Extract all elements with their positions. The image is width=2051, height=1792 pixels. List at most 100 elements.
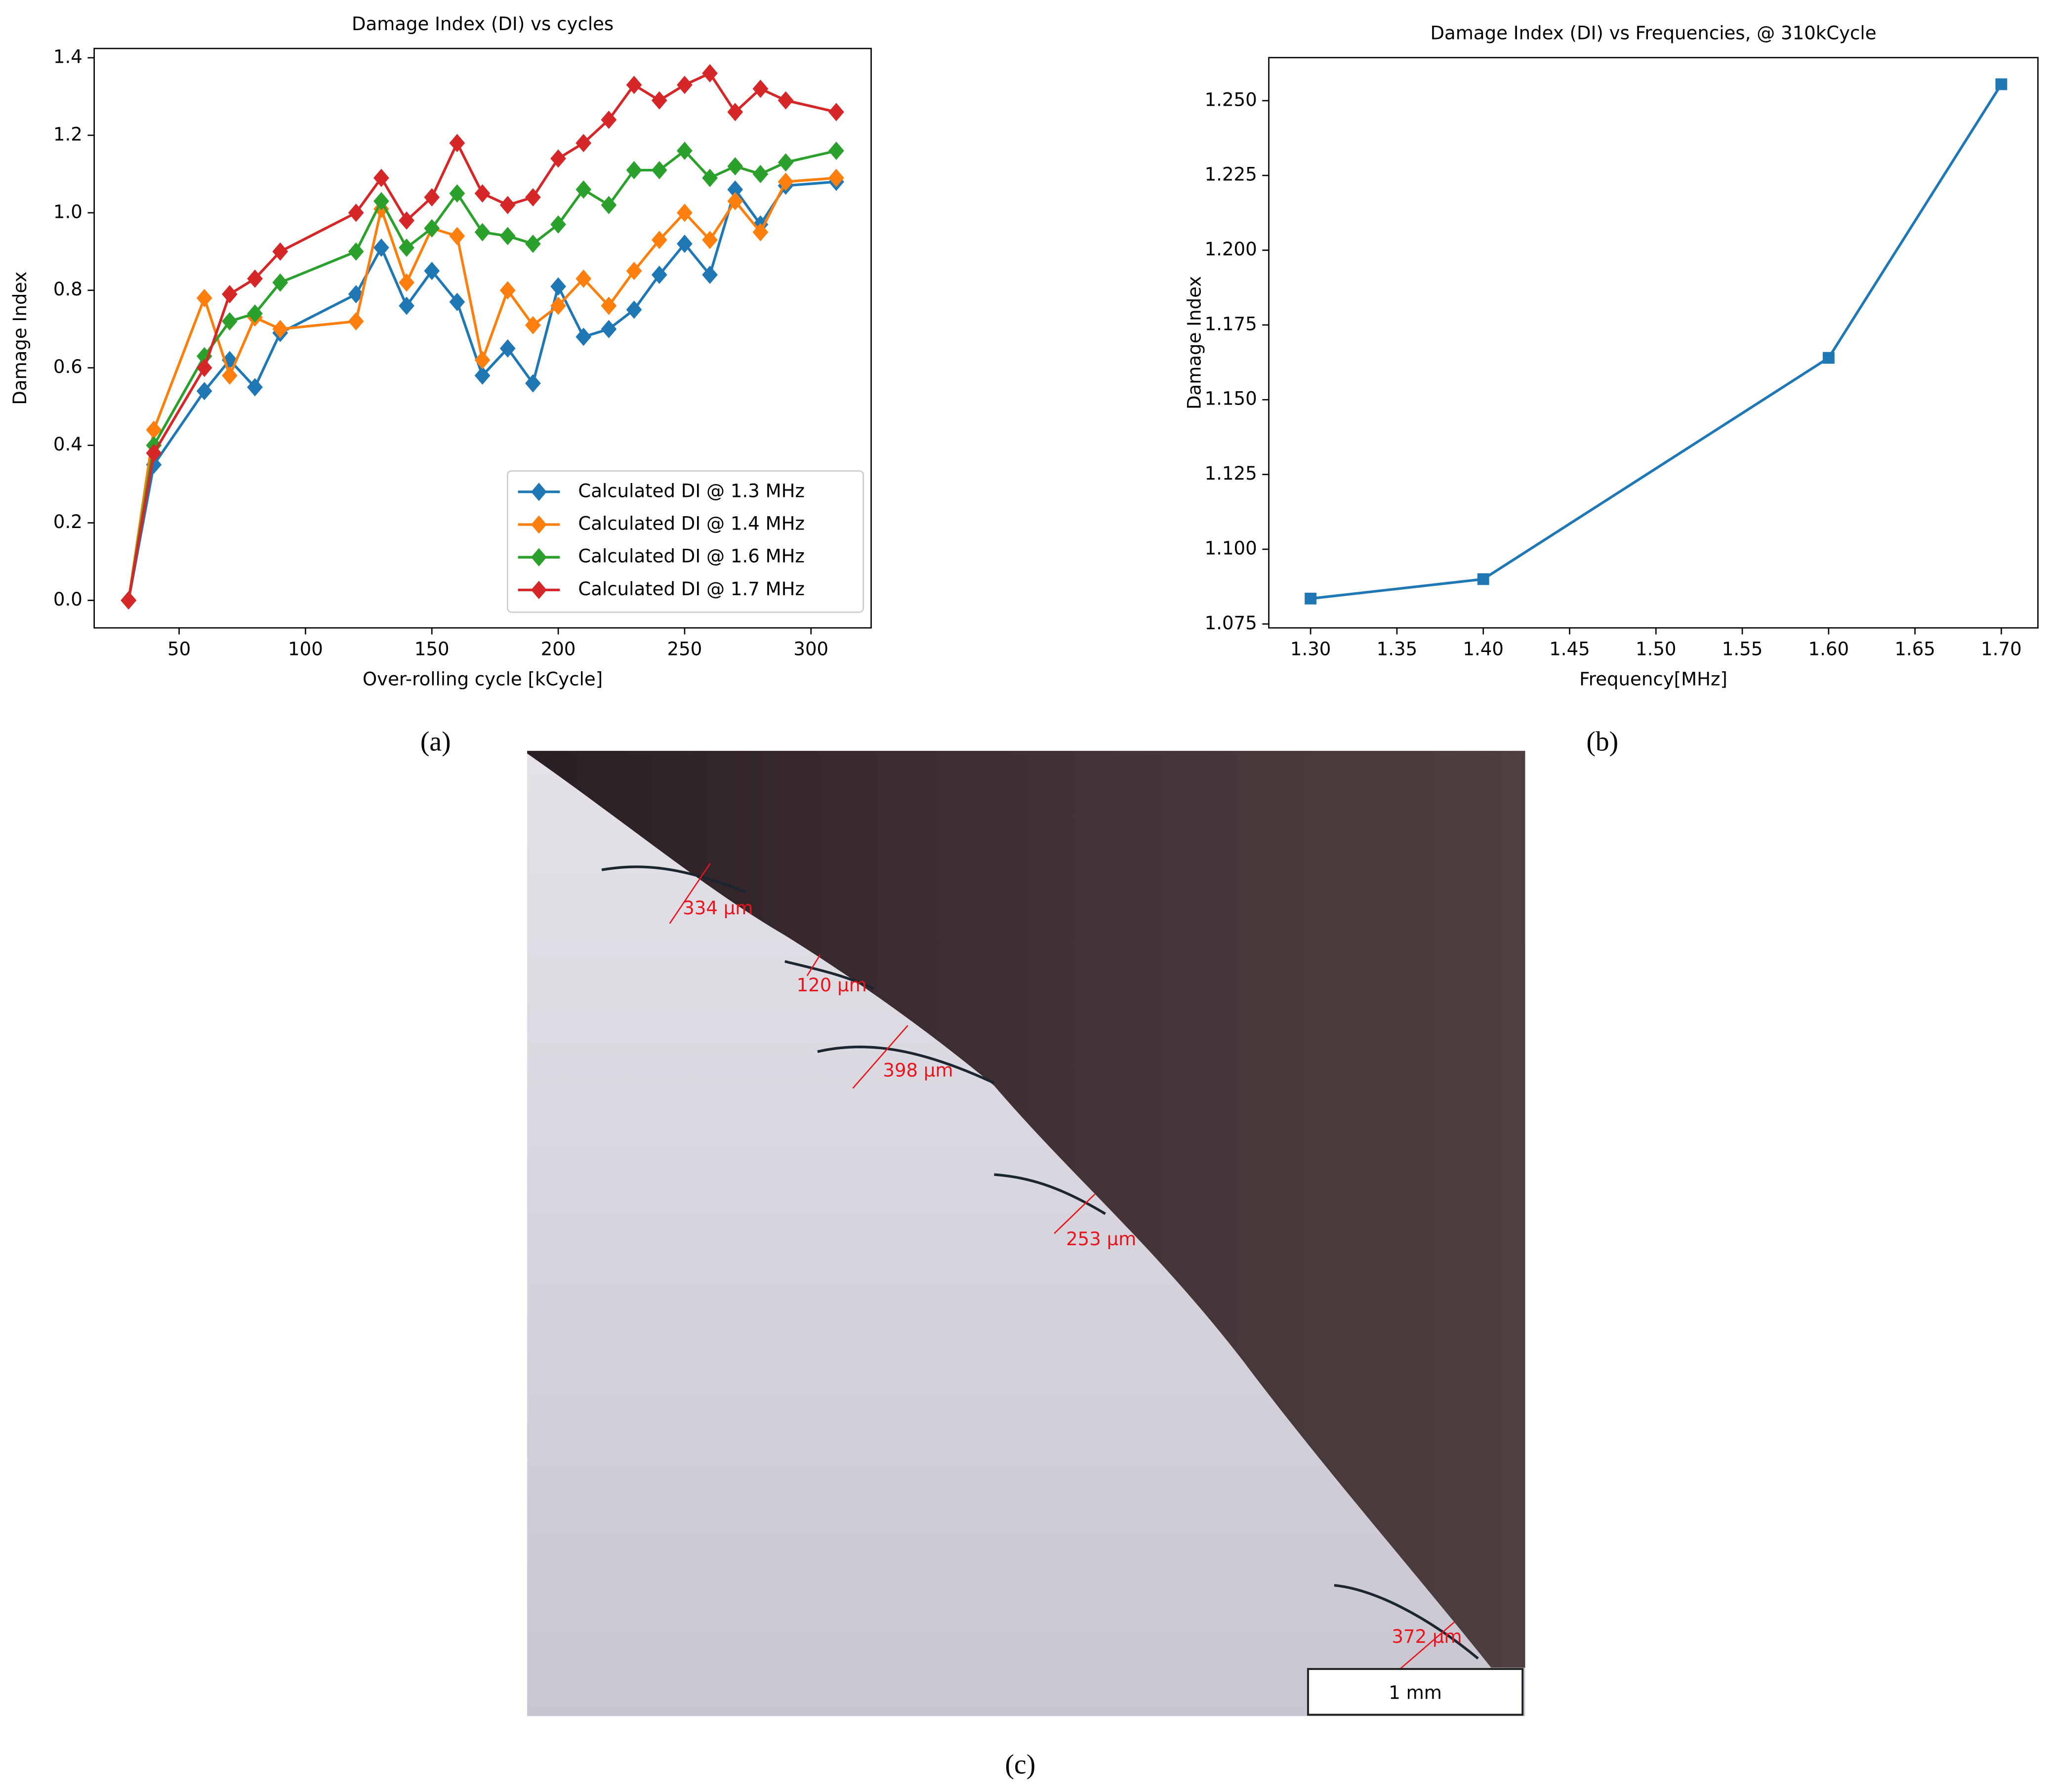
panel-label: (c) — [1005, 1749, 1036, 1780]
legend-label: Calculated DI @ 1.4 MHz — [578, 513, 805, 534]
marker — [399, 296, 414, 315]
x-tick-label: 1.40 — [1463, 639, 1504, 660]
measure-label: 398 μm — [883, 1059, 953, 1081]
marker — [247, 378, 263, 397]
marker — [1305, 592, 1317, 605]
legend-label: Calculated DI @ 1.7 MHz — [578, 578, 805, 600]
marker — [272, 320, 288, 338]
marker — [499, 227, 516, 245]
marker — [828, 168, 844, 187]
measure-line — [852, 1025, 908, 1089]
y-tick-label: 1.150 — [1205, 388, 1257, 409]
legend-label: Calculated DI @ 1.6 MHz — [578, 546, 805, 567]
marker — [222, 366, 238, 385]
y-tick-label: 0.0 — [53, 589, 82, 610]
marker — [348, 312, 364, 331]
micrograph — [527, 751, 1525, 1716]
y-tick-label: 1.175 — [1205, 313, 1257, 334]
measure-label: 372 μm — [1392, 1626, 1462, 1647]
marker — [499, 196, 516, 214]
x-axis-label: Frequency[MHz] — [1579, 669, 1727, 690]
marker — [272, 273, 288, 292]
series-line — [1310, 83, 2003, 600]
y-tick-label: 1.250 — [1205, 89, 1257, 110]
plot-frame — [1268, 57, 2039, 629]
marker — [121, 591, 137, 610]
marker — [196, 359, 212, 377]
panel-label: (b) — [1586, 727, 1618, 757]
measure-line — [806, 954, 821, 977]
marker — [651, 161, 667, 180]
marker — [449, 134, 465, 153]
chart-title: Damage Index (DI) vs cycles — [352, 13, 614, 35]
y-tick-label: 0.8 — [53, 279, 82, 300]
x-tick-label: 100 — [288, 639, 323, 660]
measure-line — [1054, 1193, 1096, 1234]
marker — [196, 382, 212, 401]
marker — [1995, 78, 2008, 90]
y-tick-label: 1.2 — [53, 123, 82, 145]
x-tick-label: 1.35 — [1377, 639, 1418, 660]
x-tick-label: 1.70 — [1981, 639, 2022, 660]
legend-box — [507, 470, 864, 613]
x-tick-label: 50 — [167, 639, 191, 660]
marker — [196, 347, 212, 366]
y-tick-label: 1.0 — [53, 201, 82, 222]
marker — [373, 168, 389, 187]
x-tick-label: 300 — [793, 639, 828, 660]
marker — [348, 204, 364, 222]
y-tick-label: 1.075 — [1205, 612, 1257, 634]
marker — [424, 261, 440, 281]
measure-line — [669, 863, 711, 924]
marker — [651, 91, 667, 110]
legend-label: Calculated DI @ 1.3 MHz — [578, 480, 805, 501]
marker — [196, 288, 212, 307]
scale-bar-box — [1307, 1668, 1524, 1716]
marker — [752, 164, 769, 183]
marker — [727, 157, 743, 176]
y-tick-label: 0.4 — [53, 434, 82, 455]
x-tick-label: 1.50 — [1636, 639, 1677, 660]
marker — [399, 238, 414, 257]
x-tick-label: 200 — [541, 639, 576, 660]
cracks — [601, 865, 1479, 1660]
marker — [399, 273, 414, 292]
measure-label: 334 μm — [683, 897, 753, 919]
marker — [677, 76, 693, 94]
y-axis-label: Damage Index — [9, 272, 31, 405]
marker — [828, 141, 844, 160]
x-tick-label: 150 — [414, 639, 450, 660]
marker — [373, 192, 389, 210]
marker — [222, 285, 238, 304]
marker — [778, 153, 794, 172]
measure-label: 120 μm — [797, 975, 867, 996]
marker — [399, 211, 414, 230]
y-tick-label: 1.100 — [1205, 537, 1257, 559]
marker — [424, 188, 440, 206]
marker — [778, 91, 794, 110]
marker — [222, 312, 238, 331]
y-axis-label: Damage Index — [1184, 276, 1205, 409]
marker — [525, 235, 541, 253]
marker — [828, 103, 844, 122]
panel-label: (a) — [420, 727, 451, 757]
x-tick-label: 1.55 — [1722, 639, 1763, 660]
marker — [348, 242, 364, 261]
x-axis-label: Over-rolling cycle [kCycle] — [363, 669, 603, 690]
y-tick-label: 0.2 — [53, 511, 82, 532]
marker — [550, 277, 566, 296]
measure-line — [1396, 1621, 1455, 1672]
y-tick-label: 1.225 — [1205, 164, 1257, 185]
measure-label: 253 μm — [1066, 1228, 1136, 1250]
marker — [474, 351, 491, 369]
marker — [1822, 352, 1835, 364]
y-tick-label: 1.4 — [53, 46, 82, 67]
x-tick-label: 1.60 — [1808, 639, 1849, 660]
marker — [575, 327, 592, 346]
background-region — [527, 751, 1525, 1668]
chart-title: Damage Index (DI) vs Frequencies, @ 310k… — [1431, 22, 1877, 43]
x-tick-label: 1.65 — [1894, 639, 1935, 660]
marker — [1477, 573, 1489, 585]
scale-bar-label: 1 mm — [1389, 1682, 1442, 1704]
